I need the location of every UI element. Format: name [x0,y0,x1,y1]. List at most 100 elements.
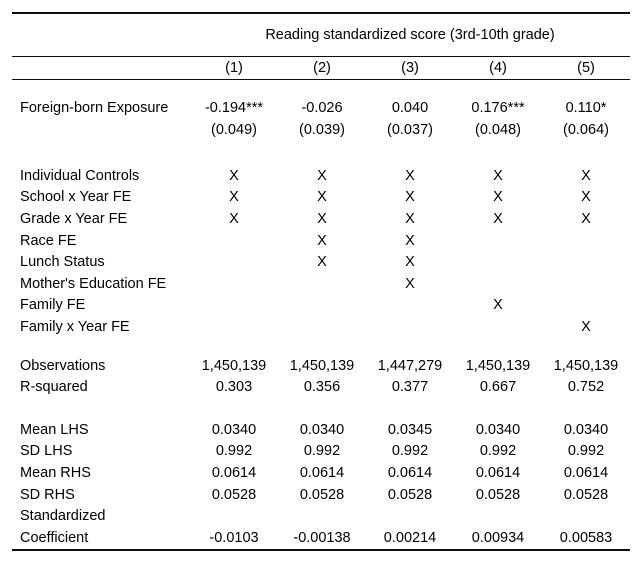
control-row-individual-controls: Individual Controls X X X X X [12,165,630,187]
row-label: Grade x Year FE [20,210,128,227]
row-label: R-squared [20,379,88,396]
stat-value-cell: 0.0340 [563,421,609,438]
estimate-cell: 0.040 [391,100,429,116]
control-marker-cell: X [317,210,327,227]
r-squared-row: R-squared 0.303 0.356 0.377 0.667 0.752 [12,376,630,398]
stat-value-cell: 0.0340 [475,421,521,438]
stat-value-cell: 0.0614 [563,464,609,481]
stat-value-cell: 1,450,139 [201,357,267,374]
sd-lhs-row: SD LHS 0.992 0.992 0.992 0.992 0.992 [12,441,630,463]
row-label-foreign-born-exposure: Foreign-born Exposure [20,100,169,116]
stat-value-cell: 0.0528 [563,486,609,503]
std-error-row: (0.049) (0.039) (0.037) (0.048) (0.064) [12,119,630,141]
control-marker-cell: X [317,189,327,206]
control-marker-cell: X [405,254,415,271]
control-row-lunch-status: Lunch Status X X [12,251,630,273]
row-label: Individual Controls [20,167,140,184]
control-marker-cell: X [317,232,327,249]
control-marker-cell: X [317,167,327,184]
row-label: SD RHS [20,486,75,503]
stat-value-cell: 1,450,139 [289,357,355,374]
std-error-cell: (0.037) [387,122,433,138]
control-marker-cell: X [581,318,591,335]
standardized-label-row: Standardized [12,505,630,527]
regression-results-table: Reading standardized score (3rd-10th gra… [12,12,630,551]
estimate-cell: 0.176*** [471,100,525,116]
stat-value-cell: 0.992 [479,443,517,460]
spacer [12,141,630,165]
std-error-cell: (0.064) [563,122,609,138]
table-top-rule [12,12,630,14]
row-label: Family FE [20,297,86,314]
stat-value-cell: 0.992 [215,443,253,460]
stat-value-cell: 0.0614 [475,464,521,481]
stat-value-cell: 0.992 [567,443,605,460]
stat-value-cell: 0.303 [215,379,253,396]
control-marker-cell: X [581,210,591,227]
stat-value-cell: 0.0340 [211,421,257,438]
stat-value-cell: -0.00138 [293,529,351,546]
row-label: Mean RHS [20,464,91,481]
stat-value-cell: 0.00934 [471,529,525,546]
column-header-2: (2) [313,60,331,76]
control-row-race-fe: Race FE X X [12,230,630,252]
control-row-school-x-year-fe: School x Year FE X X X X X [12,187,630,209]
table-bottom-rule [12,548,630,551]
estimate-cell: 0.110* [565,100,607,116]
row-label: School x Year FE [20,189,132,206]
stat-value-cell: 0.00583 [559,529,613,546]
control-marker-cell: X [493,189,503,206]
dependent-variable-row: Reading standardized score (3rd-10th gra… [12,14,630,56]
control-marker-cell: X [405,210,415,227]
spacer [12,398,630,419]
stat-value-cell: 1,447,279 [377,357,443,374]
stat-value-cell: 0.0528 [475,486,521,503]
control-marker-cell: X [405,275,415,292]
stat-value-cell: 0.00214 [383,529,437,546]
control-row-mothers-education-fe: Mother's Education FE X [12,273,630,295]
control-marker-cell: X [229,167,239,184]
column-header-5: (5) [577,60,595,76]
std-error-cell: (0.039) [299,122,345,138]
std-error-cell: (0.049) [211,122,257,138]
row-label: Race FE [20,232,77,249]
spacer [12,338,630,355]
row-label: Lunch Status [20,254,105,271]
stat-value-cell: 0.667 [479,379,517,396]
control-marker-cell: X [405,189,415,206]
stat-value-cell: 0.0340 [299,421,345,438]
stat-value-cell: 0.0614 [299,464,345,481]
stat-value-cell: 0.0528 [387,486,433,503]
stat-value-cell: 1,450,139 [465,357,531,374]
stat-value-cell: 0.356 [303,379,341,396]
row-label: Coefficient [20,529,89,546]
row-label: Family x Year FE [20,318,130,335]
sd-rhs-row: SD RHS 0.0528 0.0528 0.0528 0.0528 0.052… [12,484,630,506]
stat-value-cell: 0.0528 [211,486,257,503]
control-marker-cell: X [581,167,591,184]
row-label: Mother's Education FE [20,275,167,292]
std-error-cell: (0.048) [475,122,521,138]
stat-value-cell: -0.0103 [209,529,259,546]
control-row-family-x-year-fe: Family x Year FE X [12,316,630,338]
stat-value-cell: 0.0614 [387,464,433,481]
row-label: Standardized [20,508,106,525]
stat-value-cell: 0.992 [303,443,341,460]
stat-value-cell: 1,450,139 [553,357,619,374]
estimate-cell: -0.026 [301,100,343,116]
control-marker-cell: X [493,167,503,184]
observations-row: Observations 1,450,139 1,450,139 1,447,2… [12,355,630,377]
stat-value-cell: 0.992 [391,443,429,460]
control-marker-cell: X [229,189,239,206]
header-separator-rule [12,56,630,57]
column-header-4: (4) [489,60,507,76]
control-row-family-fe: Family FE X [12,295,630,317]
column-header-rule [12,79,630,80]
stat-value-cell: 0.0345 [387,421,433,438]
control-marker-cell: X [581,189,591,206]
row-label: SD LHS [20,443,73,460]
coefficient-row: Foreign-born Exposure -0.194*** -0.026 0… [12,97,630,119]
mean-lhs-row: Mean LHS 0.0340 0.0340 0.0345 0.0340 0.0… [12,419,630,441]
control-marker-cell: X [229,210,239,227]
stat-value-cell: 0.752 [567,379,605,396]
